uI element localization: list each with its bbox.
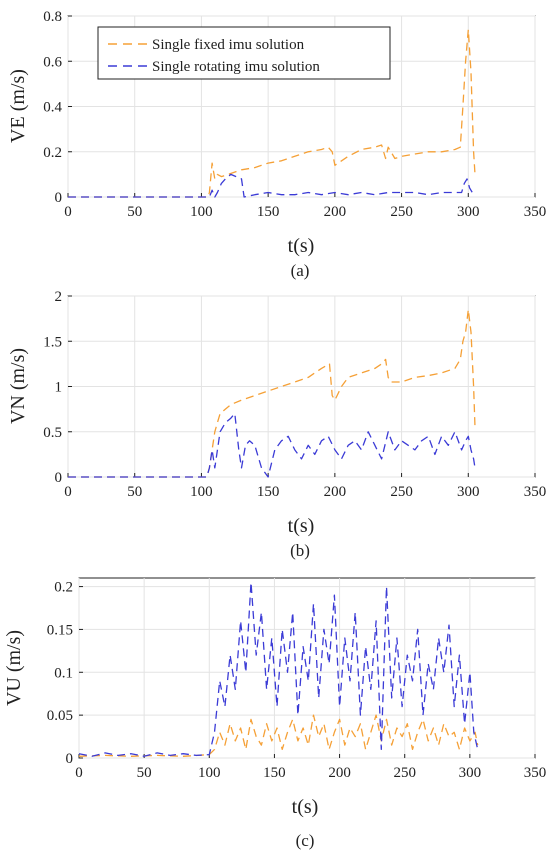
- y-tick-label: 1: [55, 380, 63, 396]
- series-line-fixed: [68, 28, 476, 198]
- y-tick-label: 2: [55, 289, 63, 305]
- grid-a: [67, 15, 536, 198]
- series-a: [68, 28, 476, 198]
- x-tick-label: 100: [190, 204, 213, 220]
- y-tick-label: 0.5: [43, 425, 62, 441]
- x-tick-label: 300: [457, 204, 480, 220]
- x-tick-label: 300: [457, 484, 480, 500]
- x-tick-label: 200: [324, 484, 347, 500]
- x-tick-label: 250: [390, 204, 413, 220]
- legend-box: [97, 26, 391, 80]
- x-tick-label: 0: [64, 204, 72, 220]
- x-tick-label: 100: [198, 765, 221, 781]
- x-tick-label: 100: [190, 484, 213, 500]
- series-line-rotating: [68, 412, 476, 478]
- x-tick-label: 350: [524, 484, 547, 500]
- ticks-c: 0 50 100 150 200 250 300 350 0 0.05 0.1 0.15 0.2: [47, 580, 547, 781]
- x-tick-label: 0: [75, 765, 83, 781]
- legend-label-rotating: Single rotating imu solution: [152, 59, 320, 75]
- ylabel-b: VN (m/s): [7, 348, 29, 424]
- chart-a: 0 50 100 150 200 250 300 350 0 0.2 0.4 0.6 0.8 Singl…: [7, 9, 546, 280]
- x-tick-label: 200: [328, 765, 351, 781]
- y-tick-label: 0.15: [47, 622, 73, 638]
- y-tick-label: 0.4: [43, 100, 62, 116]
- x-tick-label: 300: [459, 765, 482, 781]
- caption-c: (c): [296, 831, 315, 850]
- ylabel-c: VU (m/s): [3, 630, 25, 706]
- y-tick-label: 0.1: [54, 665, 73, 681]
- x-tick-label: 50: [127, 204, 142, 220]
- series-c: [78, 581, 479, 757]
- legend-label-fixed: Single fixed imu solution: [152, 37, 305, 53]
- y-tick-label: 0.2: [54, 580, 73, 596]
- y-tick-label: 0.8: [43, 9, 62, 25]
- caption-b: (b): [290, 541, 310, 560]
- x-tick-label: 0: [64, 484, 72, 500]
- ticks-a: 0 50 100 150 200 250 300 350 0 0.2 0.4 0.6 0.8: [43, 9, 546, 220]
- xlabel-a: t(s): [288, 235, 315, 257]
- y-tick-label: 0: [55, 470, 63, 486]
- x-tick-label: 50: [127, 484, 142, 500]
- x-tick-label: 250: [390, 484, 413, 500]
- x-tick-label: 200: [324, 204, 347, 220]
- y-tick-label: 0.6: [43, 54, 62, 70]
- y-tick-label: 0: [66, 751, 74, 767]
- ticks-b: 0 50 100 150 200 250 300 350 0 0.5 1 1.5 2: [43, 289, 546, 500]
- y-tick-label: 0.05: [47, 708, 73, 724]
- chart-c: 0 50 100 150 200 250 300 350 0 0.05 0.1 0.15 0.2 VU …: [3, 577, 547, 850]
- y-tick-label: 0.2: [43, 145, 62, 161]
- series-line-fixed: [68, 308, 476, 478]
- series-line-rotating: [68, 173, 476, 198]
- x-tick-label: 150: [257, 204, 280, 220]
- x-tick-label: 250: [393, 765, 416, 781]
- series-b: [68, 308, 476, 478]
- series-line-fixed: [78, 714, 479, 757]
- caption-a: (a): [291, 261, 310, 280]
- plot-area-c: [78, 577, 536, 759]
- grid-b: [67, 295, 536, 478]
- x-tick-label: 150: [263, 765, 286, 781]
- x-tick-label: 350: [524, 765, 547, 781]
- ylabel-a: VE (m/s): [7, 69, 29, 143]
- legend-a: Single fixed imu solution Single rotatin…: [97, 26, 391, 80]
- x-tick-label: 350: [524, 204, 547, 220]
- x-tick-label: 50: [137, 765, 152, 781]
- y-tick-label: 0: [55, 190, 63, 206]
- x-tick-label: 150: [257, 484, 280, 500]
- xlabel-b: t(s): [288, 515, 315, 537]
- xlabel-c: t(s): [292, 796, 319, 818]
- y-tick-label: 1.5: [43, 334, 62, 350]
